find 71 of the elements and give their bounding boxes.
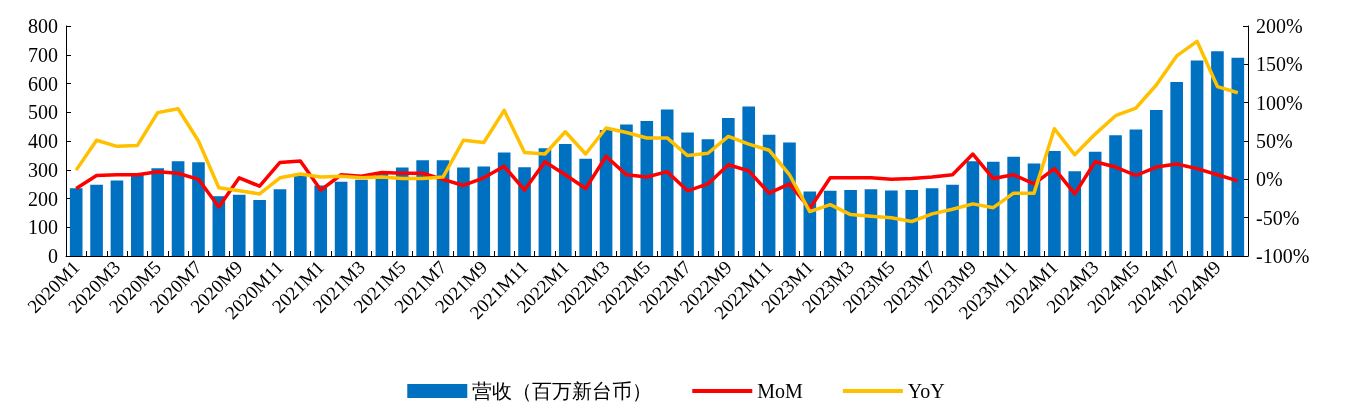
bar bbox=[742, 106, 756, 256]
bar bbox=[823, 190, 837, 256]
y2-tick-label: 150% bbox=[1256, 53, 1303, 76]
bar bbox=[660, 109, 674, 256]
bar bbox=[946, 184, 959, 256]
bar bbox=[253, 199, 266, 256]
bar bbox=[1149, 109, 1163, 256]
bar bbox=[722, 118, 735, 256]
y-tick-label: 600 bbox=[28, 72, 58, 95]
y2-tick-label: -50% bbox=[1256, 206, 1300, 229]
y-tick-label: 300 bbox=[28, 158, 58, 181]
y-tick-label: 400 bbox=[28, 130, 58, 152]
bar bbox=[131, 174, 144, 256]
bar bbox=[355, 179, 368, 256]
bar bbox=[864, 189, 878, 256]
y-tick-label: 100 bbox=[28, 216, 58, 239]
bar bbox=[905, 189, 919, 256]
bar bbox=[986, 161, 1000, 256]
bar bbox=[1231, 57, 1245, 256]
bar bbox=[294, 176, 307, 256]
legend-label: 营收（百万新台币） bbox=[472, 380, 653, 402]
bar bbox=[518, 167, 531, 256]
line-series bbox=[74, 39, 1240, 224]
bar bbox=[844, 189, 857, 256]
bar bbox=[1211, 51, 1224, 256]
bar bbox=[151, 168, 165, 256]
bar bbox=[620, 124, 633, 256]
y2-tick-label: 200% bbox=[1256, 15, 1303, 37]
bar bbox=[885, 190, 898, 256]
legend-label: MoM bbox=[757, 380, 804, 402]
bar bbox=[783, 142, 796, 256]
bar bbox=[314, 185, 328, 256]
bar bbox=[1129, 129, 1143, 256]
y-tick-label: 200 bbox=[28, 187, 58, 210]
bar bbox=[171, 161, 185, 256]
bar bbox=[273, 189, 287, 256]
bar bbox=[457, 167, 470, 256]
bar bbox=[375, 174, 389, 256]
bar bbox=[966, 161, 980, 256]
bar bbox=[110, 180, 124, 256]
y2-tick-label: 50% bbox=[1256, 130, 1293, 152]
bar bbox=[1007, 156, 1020, 256]
y2-tick-label: 100% bbox=[1256, 91, 1303, 114]
bar bbox=[477, 166, 491, 256]
bar bbox=[579, 158, 592, 256]
bar bbox=[69, 188, 83, 256]
bar bbox=[90, 184, 103, 256]
bar bbox=[395, 167, 409, 256]
bar bbox=[232, 194, 246, 256]
bar bbox=[1048, 151, 1061, 256]
bar bbox=[416, 160, 429, 256]
bar bbox=[1088, 151, 1102, 256]
bar bbox=[925, 188, 939, 256]
bar bbox=[681, 132, 694, 256]
y-tick-label: 800 bbox=[28, 15, 58, 37]
legend-label: YoY bbox=[907, 380, 945, 402]
line-series bbox=[74, 152, 1240, 211]
y-tick-label: 500 bbox=[28, 101, 58, 124]
bar bbox=[1190, 60, 1204, 256]
bar bbox=[497, 152, 511, 256]
bar bbox=[1068, 171, 1082, 256]
y-tick-label: 700 bbox=[28, 43, 58, 66]
bar bbox=[1109, 135, 1122, 256]
y2-tick-label: 0% bbox=[1256, 168, 1283, 191]
y-tick-label: 0 bbox=[48, 245, 58, 267]
bar bbox=[334, 181, 348, 256]
bar bbox=[558, 143, 572, 256]
y2-tick-label: -100% bbox=[1256, 245, 1310, 267]
bar bbox=[192, 162, 205, 256]
bar bbox=[1170, 82, 1183, 256]
bar bbox=[640, 120, 654, 256]
